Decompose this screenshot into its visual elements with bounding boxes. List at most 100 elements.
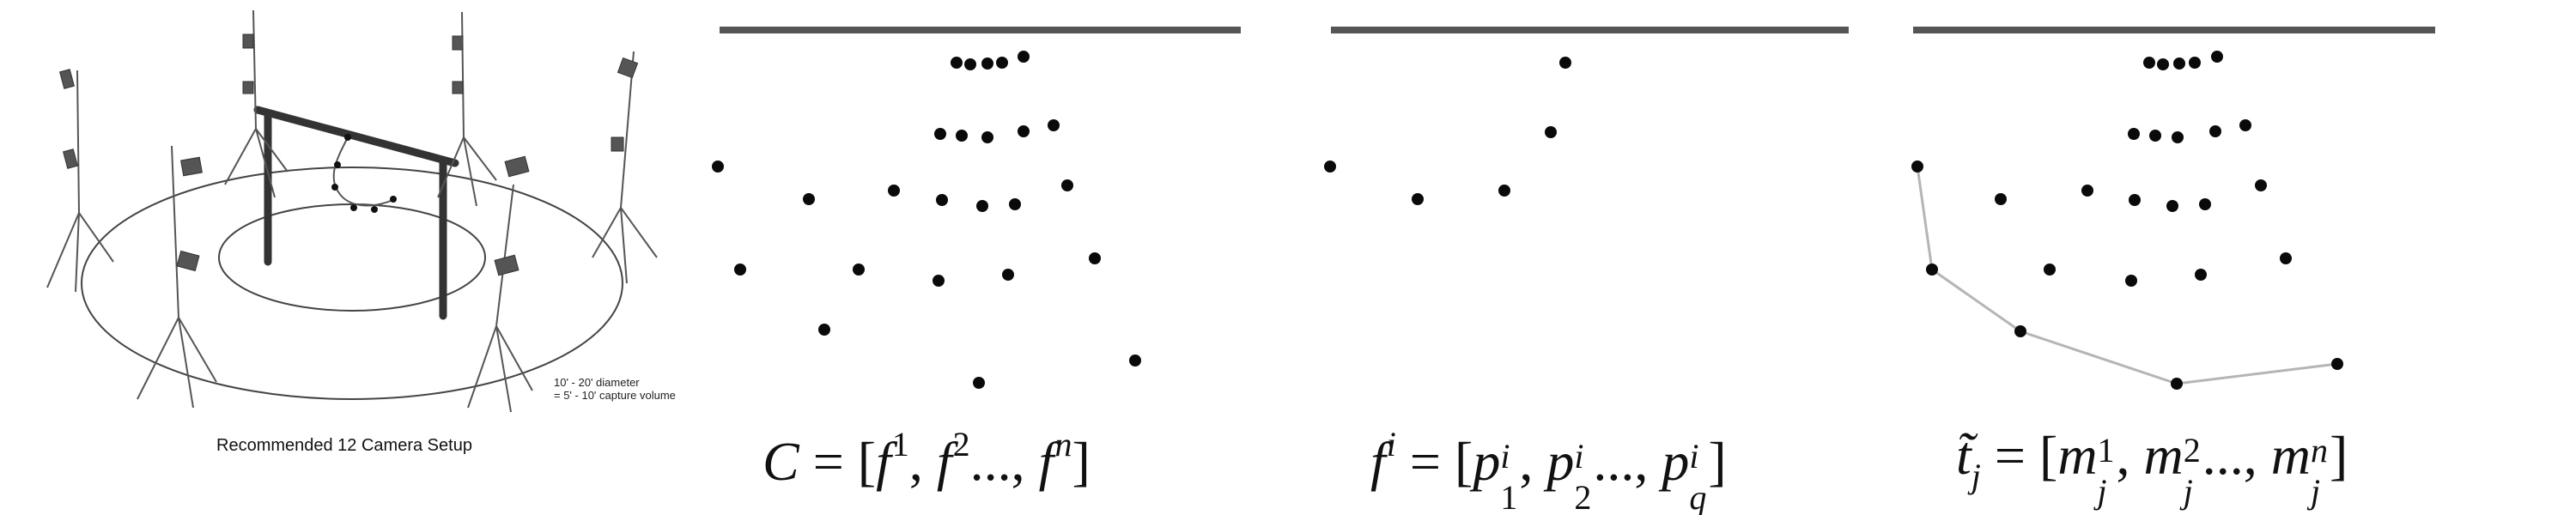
marker-dot (2166, 200, 2178, 212)
panel3-marker-dots (1324, 57, 1571, 205)
formula-sup: n (2310, 431, 2328, 470)
trajectory-line (1916, 166, 2338, 385)
tripod-1 (46, 70, 114, 293)
marker-dot (1911, 161, 1923, 173)
panel2-marker-dots (712, 51, 1141, 389)
marker-dot (1995, 193, 2007, 205)
camera-icon (63, 148, 78, 169)
formula-sup: 1 (891, 425, 909, 464)
camera-setup-illustration (46, 9, 658, 413)
marker-dot (2211, 51, 2223, 63)
marker-dot (853, 264, 865, 276)
marker-dot (951, 57, 963, 69)
marker-dot (2128, 128, 2140, 140)
panel4-formula: t̃j = [m 1 j, m 2 j..., m n j] (1956, 425, 2348, 511)
cameras (59, 33, 639, 276)
marker-dot (956, 130, 968, 142)
formula-symbol: p (1662, 431, 1690, 492)
formula-lhs: C (762, 431, 799, 492)
marker-dot (1009, 198, 1021, 210)
marker-dot (964, 58, 976, 70)
marker-dot (1089, 252, 1101, 264)
marker-dot (1018, 51, 1030, 63)
marker-dot (996, 57, 1008, 69)
marker-dot (2280, 252, 2292, 264)
formula-symbol: f (1038, 431, 1054, 492)
marker-dot (1926, 264, 1938, 276)
formula-lhs: f (1370, 431, 1386, 492)
formula-symbol: m (2057, 425, 2098, 486)
panel4-top-bar (1913, 27, 2435, 33)
camera-icon (611, 136, 624, 152)
marker-dot (1324, 161, 1336, 173)
panel2-formula: C = [f1, f2..., fn] (762, 425, 1091, 492)
marker-dot (2199, 198, 2211, 210)
marker-dot (981, 58, 993, 70)
formula-symbol: f (936, 431, 952, 492)
marker-dot (734, 264, 746, 276)
formula-symbol: p (1473, 431, 1501, 492)
marker-dot (1048, 119, 1060, 131)
marker-dot (803, 193, 815, 205)
tripod-6 (467, 184, 533, 413)
marker-dot (2331, 358, 2343, 370)
marker-dot (2195, 269, 2207, 281)
setup-diameter-note: 10' - 20' diameter = 5' - 10' capture vo… (554, 376, 676, 402)
diameter-note-line2: = 5' - 10' capture volume (554, 389, 676, 402)
marker-dot (2209, 125, 2221, 137)
marker-dot (1002, 269, 1014, 281)
marker-dot (2149, 130, 2161, 142)
camera-icon (504, 155, 530, 178)
formula-sup: i (1500, 437, 1510, 476)
center-markers (331, 134, 397, 213)
marker-dot (818, 324, 830, 336)
tripod-4 (592, 51, 658, 284)
marker-dot (2157, 58, 2169, 70)
formula-sup: i (1689, 437, 1699, 476)
formula-sup: 2 (2183, 431, 2201, 470)
formula-sup: n (1054, 425, 1072, 464)
camera-icon (452, 35, 464, 51)
marker-dot (2255, 179, 2267, 191)
camera-icon (242, 33, 254, 49)
capture-inner-ellipse (218, 203, 486, 312)
camera-icon (242, 81, 254, 94)
camera-icon (494, 254, 519, 276)
formula-sub: 2 (1574, 478, 1592, 515)
marker-dot (1412, 193, 1424, 205)
marker-dot (1129, 354, 1141, 367)
marker-dot (933, 275, 945, 287)
formula-lhs: t̃ (1956, 425, 1971, 486)
capture-outer-ellipse (81, 167, 623, 400)
tripod-5 (137, 145, 217, 409)
formula-sub: j (1971, 457, 1981, 495)
formula-sup: i (1386, 425, 1396, 464)
marker-dot (1559, 57, 1571, 69)
diameter-note-line1: 10' - 20' diameter (554, 376, 640, 389)
formula-sub: j (2183, 472, 2193, 511)
marker-dot (2014, 325, 2026, 337)
camera-icon (180, 156, 203, 177)
marker-dot (2239, 119, 2251, 131)
camera-icon (452, 81, 464, 94)
marker-dot (1061, 179, 1073, 191)
panel3-top-bar (1331, 27, 1849, 33)
formula-sub: q (1689, 478, 1707, 515)
marker-dot (2143, 57, 2155, 69)
panel3-formula: fi = [p i 1, p i 2..., p i q] (1370, 424, 1727, 515)
formula-symbol: m (2270, 425, 2311, 486)
marker-dot (2171, 378, 2183, 390)
camera-icon (617, 57, 639, 79)
marker-dot (981, 131, 993, 143)
formula-sup: 1 (2097, 431, 2115, 470)
marker-dot (934, 128, 946, 140)
marker-dot (2172, 131, 2184, 143)
marker-dot (2044, 264, 2056, 276)
marker-dot (2125, 275, 2137, 287)
panel4-marker-dots (1911, 51, 2343, 390)
marker-dot (976, 200, 988, 212)
formula-sub: 1 (1500, 478, 1518, 515)
panel2-top-bar (720, 27, 1241, 33)
marker-dot (2081, 185, 2093, 197)
